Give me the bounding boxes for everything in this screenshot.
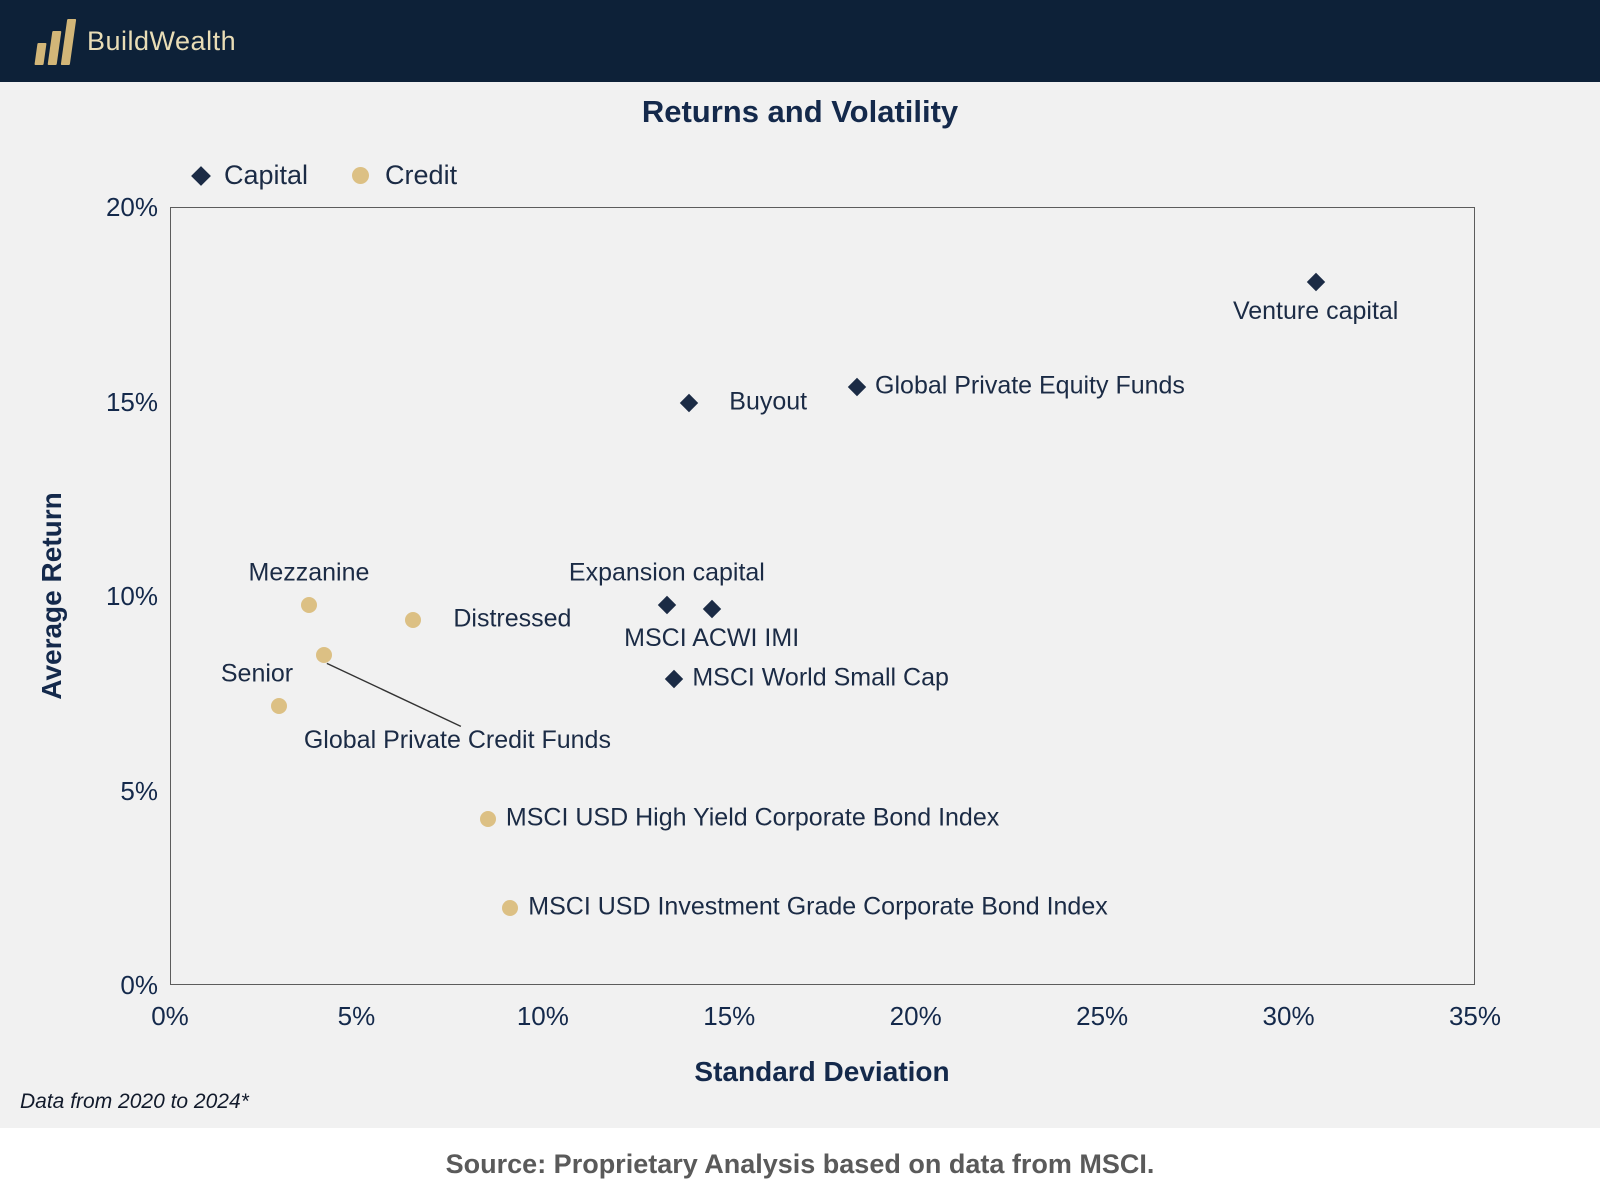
brand-name: BuildWealth [87, 25, 237, 56]
data-point-label: Distressed [453, 605, 572, 634]
data-point-label: MSCI ACWI IMI [624, 623, 800, 652]
data-point-label: Buyout [729, 387, 808, 416]
legend-item-capital: Capital [191, 160, 309, 191]
x-tick-label: 5% [337, 1001, 376, 1031]
data-range-footnote: Data from 2020 to 2024* [20, 1090, 249, 1113]
chart-legend: Capital Credit [191, 160, 457, 191]
buildwealth-logo-icon [34, 17, 77, 65]
x-tick-label: 30% [1262, 1001, 1315, 1031]
y-tick-label: 15% [105, 386, 158, 417]
data-point-label: Expansion capital [568, 558, 765, 587]
callout-line-layer [326, 662, 462, 727]
legend-label: Credit [385, 160, 458, 190]
x-tick-label: 20% [889, 1001, 942, 1031]
data-point-label: Senior [220, 659, 294, 688]
y-tick-label: 10% [105, 581, 158, 611]
legend-item-credit: Credit [352, 160, 457, 191]
logo-bar [34, 43, 47, 65]
data-point-label: MSCI USD High Yield Corporate Bond Index [505, 803, 1000, 832]
y-tick-label: 20% [105, 192, 158, 222]
chart-title: Returns and Volatility [641, 94, 959, 129]
legend-label: Capital [224, 160, 309, 190]
data-point-label: MSCI World Small Cap [692, 663, 949, 692]
x-tick-label: 10% [516, 1001, 569, 1031]
header-bar: BuildWealth [0, 0, 1600, 82]
logo-bar [47, 31, 62, 65]
data-point-marker [300, 596, 317, 613]
x-tick-label: 25% [1076, 1001, 1129, 1031]
x-tick-label: 35% [1448, 1001, 1502, 1031]
x-tick-label: 15% [703, 1001, 756, 1031]
data-point-marker [271, 697, 288, 714]
y-axis-title: Average Return [36, 492, 67, 700]
circle-marker-icon [352, 167, 370, 184]
x-axis-title: Standard Deviation [694, 1056, 950, 1087]
data-point-marker [315, 647, 332, 664]
logo-bar [60, 19, 77, 65]
data-point-marker [405, 612, 422, 629]
x-tick-label: 0% [151, 1001, 189, 1031]
data-point-marker [502, 900, 519, 917]
source-band: Source: Proprietary Analysis based on da… [0, 1128, 1600, 1200]
diamond-marker-icon [191, 165, 211, 186]
data-point-label: Mezzanine [248, 558, 370, 587]
data-point-label: Global Private Equity Funds [875, 371, 1185, 400]
data-point-label: MSCI USD Investment Grade Corporate Bond… [528, 892, 1108, 921]
y-tick-label: 0% [120, 970, 158, 1000]
data-point-marker [479, 810, 496, 827]
y-tick-label: 5% [120, 775, 158, 806]
data-point-label: Venture capital [1232, 296, 1399, 325]
data-point-label: Global Private Credit Funds [303, 726, 611, 755]
scatter-plot-area: Venture capital Global Private Equity Fun… [170, 207, 1475, 985]
source-attribution: Source: Proprietary Analysis based on da… [445, 1148, 1155, 1179]
